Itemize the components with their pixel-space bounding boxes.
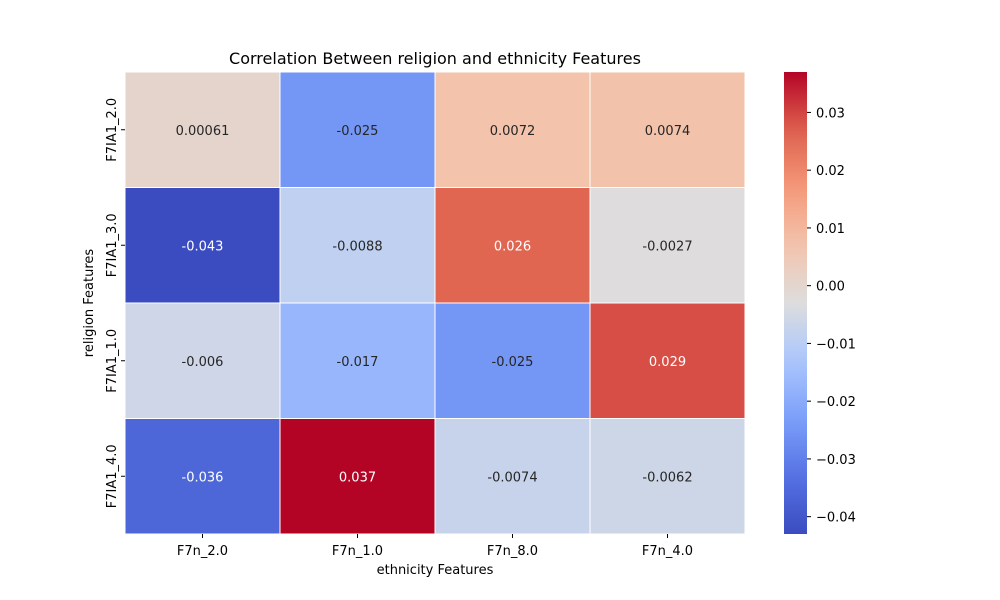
colorbar-tick-label: −0.01 <box>816 337 856 352</box>
colorbar-ticks: 0.03 0.02 0.01 0.00 −0.01 −0.02 −0.03 −0.04 <box>807 106 856 526</box>
heatmap-cell <box>279 302 436 419</box>
heatmap-cell <box>434 418 591 535</box>
y-tick-label: F7IA1_4.0 <box>105 444 120 508</box>
cell-value-label: -0.0074 <box>487 470 537 485</box>
heatmap-cell <box>279 418 436 535</box>
cell-value-label: 0.026 <box>494 239 531 254</box>
heatmap-cell <box>124 187 281 304</box>
x-tick-label: F7n_1.0 <box>332 544 383 559</box>
colorbar-tick-label: 0.00 <box>816 280 845 295</box>
chart-title: Correlation Between religion and ethnici… <box>229 49 641 68</box>
heatmap-cell <box>589 187 746 304</box>
cell-value-label: -0.0027 <box>642 239 692 254</box>
cell-value-label: -0.006 <box>182 355 224 370</box>
cell-value-label: -0.017 <box>337 355 379 370</box>
y-axis-label: religion Features <box>82 249 97 358</box>
y-tick-label: F7IA1_2.0 <box>105 98 120 162</box>
heatmap-cell <box>124 418 281 535</box>
x-tick-label: F7n_8.0 <box>487 544 538 559</box>
x-axis-label: ethnicity Features <box>377 563 494 578</box>
cell-value-label: 0.037 <box>339 470 376 485</box>
cell-value-label: 0.0074 <box>645 124 691 139</box>
cell-value-label: -0.043 <box>182 239 224 254</box>
y-tick-label: F7IA1_1.0 <box>105 329 120 393</box>
cell-value-label: -0.0088 <box>332 239 382 254</box>
cell-value-label: 0.0072 <box>490 124 536 139</box>
colorbar-tick-label: 0.01 <box>816 222 845 237</box>
x-tick-label: F7n_2.0 <box>177 544 228 559</box>
cell-value-label: -0.025 <box>337 124 379 139</box>
heatmap-cell <box>589 71 746 188</box>
colorbar <box>784 72 807 534</box>
heatmap-cell <box>279 187 436 304</box>
heatmap-cell <box>124 71 281 188</box>
heatmap-cell <box>434 71 591 188</box>
cell-value-label: -0.0062 <box>642 470 692 485</box>
colorbar-tick-label: −0.02 <box>816 395 856 410</box>
heatmap-cell <box>589 302 746 419</box>
heatmap-cell <box>279 71 436 188</box>
cell-value-label: -0.025 <box>492 355 534 370</box>
colorbar-tick-label: 0.02 <box>816 164 845 179</box>
y-tick-label: F7IA1_3.0 <box>105 213 120 277</box>
x-tick-label: F7n_4.0 <box>642 544 693 559</box>
cell-value-label: 0.00061 <box>176 124 230 139</box>
cell-value-label: -0.036 <box>182 470 224 485</box>
x-axis-ticks: F7n_2.0 F7n_1.0 F7n_8.0 F7n_4.0 <box>177 534 693 559</box>
cell-value-label: 0.029 <box>649 355 686 370</box>
heatmap-cell <box>589 418 746 535</box>
colorbar-tick-label: −0.04 <box>816 511 856 526</box>
heatmap-cells: 0.00061 -0.025 0.0072 0.0074 -0.043 -0.0088 0.… <box>124 71 746 535</box>
y-axis-ticks: F7IA1_2.0 F7IA1_3.0 F7IA1_1.0 F7IA1_4.0 <box>105 98 125 508</box>
colorbar-tick-label: −0.03 <box>816 453 856 468</box>
colorbar-tick-label: 0.03 <box>816 106 845 121</box>
